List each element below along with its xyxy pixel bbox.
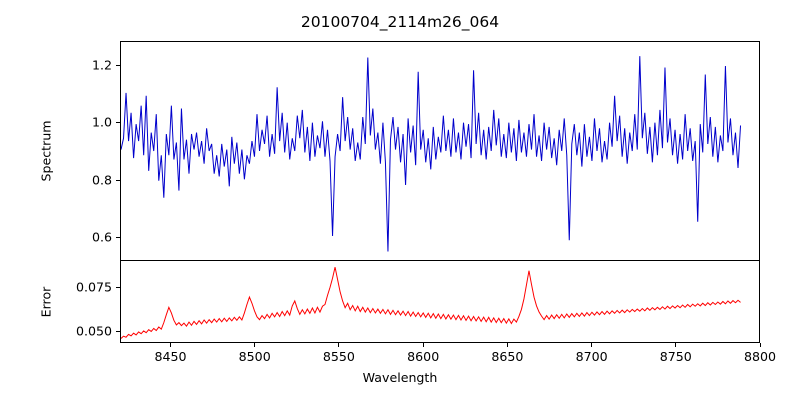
error-panel: [120, 261, 760, 343]
x-tick-mark: [170, 343, 172, 347]
spectrum-line-plot: [121, 42, 759, 260]
x-tick-mark: [254, 343, 256, 347]
x-tick-mark: [759, 343, 761, 347]
spectrum-y-tick-mark: [116, 65, 120, 67]
error-y-axis-label: Error: [38, 286, 54, 318]
x-tick-mark: [591, 343, 593, 347]
error-y-tick-label: 0.050: [75, 323, 112, 339]
spectrum-y-axis-label: Spectrum: [38, 120, 54, 182]
spectrum-y-tick-mark: [116, 122, 120, 124]
x-tick-mark: [422, 343, 424, 347]
spectrum-y-tick-mark: [116, 179, 120, 181]
error-y-tick-mark: [116, 286, 120, 288]
error-y-tick-label: 0.075: [75, 279, 112, 295]
x-tick-mark: [506, 343, 508, 347]
x-axis-label: Wavelength: [362, 370, 438, 385]
x-tick-label: 8750: [659, 349, 692, 364]
error-y-tick-mark: [116, 331, 120, 333]
x-tick-label: 8500: [238, 349, 271, 364]
spectrum-y-tick-label: 1.2: [91, 57, 112, 73]
spectrum-panel: [120, 41, 760, 261]
x-tick-label: 8450: [154, 349, 187, 364]
spectrum-y-tick-label: 0.6: [91, 229, 112, 245]
spectrum-y-tick-mark: [116, 236, 120, 238]
x-tick-label: 8800: [743, 349, 777, 364]
x-tick-mark: [338, 343, 340, 347]
x-tick-label: 8600: [407, 349, 440, 364]
spectrum-y-tick-label: 1.0: [91, 114, 112, 130]
x-tick-mark: [675, 343, 677, 347]
page-title: 20100704_2114m26_064: [300, 13, 500, 31]
spectrum-y-tick-label: 0.8: [91, 172, 112, 188]
x-tick-label: 8650: [491, 349, 524, 364]
error-line-plot: [121, 261, 759, 342]
x-tick-label: 8700: [575, 349, 608, 364]
x-tick-label: 8550: [322, 349, 355, 364]
